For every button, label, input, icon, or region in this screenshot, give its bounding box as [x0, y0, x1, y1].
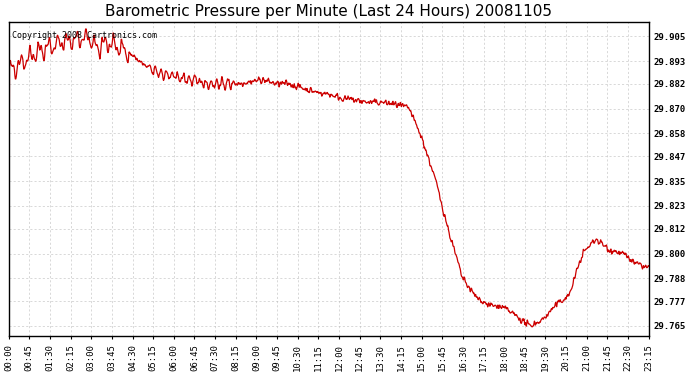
Text: Copyright 2008 Cartronics.com: Copyright 2008 Cartronics.com [12, 31, 157, 40]
Title: Barometric Pressure per Minute (Last 24 Hours) 20081105: Barometric Pressure per Minute (Last 24 … [105, 4, 552, 19]
